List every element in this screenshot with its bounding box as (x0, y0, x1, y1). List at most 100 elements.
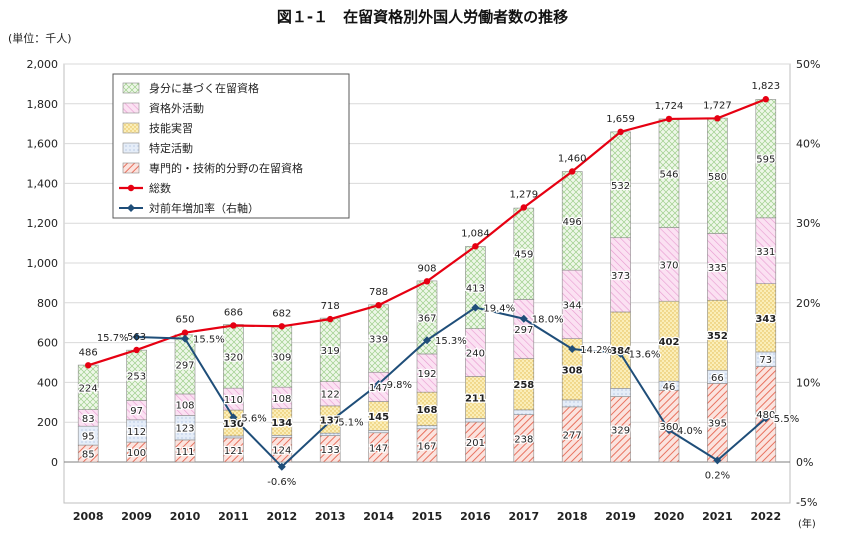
bar-value-label: 595 (756, 155, 775, 166)
growth-point (568, 344, 577, 353)
x-tick-label: 2011 (218, 510, 249, 523)
bar-value-label: 459 (514, 250, 533, 261)
bar-segment (610, 388, 631, 397)
bar-segment (368, 430, 389, 434)
bar-value-label: 224 (79, 383, 98, 394)
growth-point (665, 426, 673, 435)
bar-value-label: 110 (224, 395, 243, 406)
total-point (230, 322, 237, 329)
legend-label: 専門的・技術的分野の在留資格 (149, 161, 303, 175)
growth-point (713, 456, 722, 465)
bar-value-label: 66 (711, 373, 724, 384)
bar-value-label: 100 (127, 448, 146, 459)
bar-value-label: 339 (369, 335, 388, 346)
bar-value-label: 147 (369, 383, 388, 394)
y-tick-label: 800 (37, 297, 58, 310)
bar-value-label: 133 (321, 445, 340, 456)
bar-value-label: 258 (513, 380, 534, 391)
bar-value-label: 253 (127, 371, 146, 382)
x-tick-label: 2012 (266, 510, 297, 523)
legend-swatch (122, 162, 140, 174)
bar-segment (561, 399, 583, 408)
total-label: 1,084 (461, 228, 490, 239)
y2-tick-label: 0% (796, 456, 813, 469)
bar-value-label: 85 (82, 450, 95, 461)
total-point (181, 329, 189, 336)
total-label: 718 (321, 301, 340, 312)
total-point (520, 204, 527, 211)
growth-label: 14.2% (580, 345, 612, 356)
bar-value-label: 308 (562, 365, 583, 376)
bar-value-label: 277 (563, 430, 582, 441)
total-point (423, 278, 431, 285)
legend-box (112, 73, 350, 219)
y2-tick-label: -5% (796, 496, 817, 509)
legend-swatch (122, 122, 140, 134)
growth-point (277, 462, 286, 471)
legend-swatch (122, 82, 140, 94)
total-label: 686 (224, 307, 243, 318)
bar-value-label: 123 (175, 424, 194, 435)
bar-value-label: 297 (514, 325, 533, 336)
y-tick-label: 2,000 (27, 58, 59, 71)
bar-segment (465, 418, 486, 423)
bar-value-label: 201 (466, 438, 485, 449)
x-tick-label: 2017 (508, 510, 539, 523)
growth-label: -0.6% (267, 477, 296, 488)
y-tick-label: 1,200 (27, 217, 59, 230)
bar-value-label: 73 (759, 355, 772, 366)
x-tick-label: 2014 (363, 510, 394, 523)
growth-point (326, 417, 335, 426)
bar-value-label: 309 (272, 352, 291, 363)
x-tick-label: 2018 (557, 510, 588, 523)
y-tick-label: 400 (37, 376, 58, 389)
legend-swatch (122, 142, 140, 154)
bar-value-label: 211 (465, 393, 486, 404)
x-tick-label: 2022 (750, 510, 781, 523)
growth-point (616, 349, 625, 358)
bar-value-label: 320 (224, 352, 243, 363)
bar-value-label: 532 (611, 181, 630, 192)
growth-label: 4.0% (677, 426, 702, 437)
y2-tick-label: 50% (796, 58, 820, 71)
bar-value-label: 360 (659, 422, 678, 433)
bar-value-label: 331 (756, 247, 775, 258)
y-tick-label: 1,400 (27, 177, 59, 190)
bar-value-label: 238 (514, 434, 533, 445)
bar-value-label: 344 (563, 300, 582, 311)
axes: 0 200 400 600 800 1,000 1,200 1,400 1,600 1,800 2,… (27, 58, 821, 530)
y-tick-label: 1,000 (27, 257, 59, 270)
total-label: 1,659 (606, 114, 635, 125)
growth-point (374, 379, 383, 388)
bar-value-label: 108 (175, 401, 194, 412)
total-label: 1,279 (509, 189, 538, 200)
bar-value-label: 83 (82, 414, 95, 425)
y2-tick-label: 10% (796, 376, 820, 389)
total-point (133, 346, 140, 354)
x-tick-label: 2015 (412, 510, 443, 523)
legend-swatch (122, 102, 140, 114)
legend-marker (127, 204, 135, 212)
bar-value-label: 496 (563, 217, 582, 228)
bar-value-label: 134 (271, 418, 292, 429)
x-axis-unit-label: (年) (798, 517, 816, 530)
growth-label: 18.0% (532, 315, 564, 326)
legend-marker (127, 184, 135, 192)
y-tick-label: 200 (37, 416, 58, 429)
bar-value-label: 370 (659, 260, 678, 271)
x-tick-label: 2020 (654, 510, 685, 523)
total-label: 682 (272, 308, 291, 319)
bar-value-label: 335 (708, 263, 727, 274)
bar-value-label: 95 (82, 432, 95, 443)
growth-label: 5.1% (338, 417, 363, 428)
y-tick-label: 1,800 (27, 98, 59, 111)
growth-label: 5.6% (241, 413, 266, 424)
bar-value-label: 546 (659, 169, 678, 180)
bar-value-label: 122 (321, 390, 340, 401)
growth-point (229, 413, 238, 422)
total-label: 1,727 (703, 100, 732, 111)
bar-segment (319, 432, 341, 436)
growth-point (519, 314, 528, 323)
legend-label: 総数 (149, 181, 171, 195)
bar-value-label: 167 (417, 441, 436, 452)
